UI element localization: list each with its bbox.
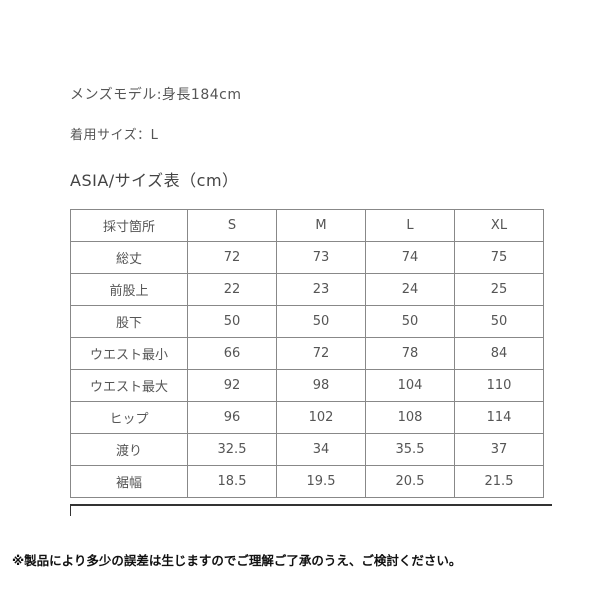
row-label-cell: ヒップ — [70, 401, 188, 434]
table-row: 総丈 72 73 74 75 — [70, 241, 544, 274]
table-header-row: 採寸箇所 S M L XL — [70, 209, 544, 242]
table-cell: 110 — [454, 369, 544, 402]
row-label-cell: ウエスト最小 — [70, 337, 188, 370]
table-header-cell: XL — [454, 209, 544, 242]
table-row: 裾幅 18.5 19.5 20.5 21.5 — [70, 465, 544, 498]
table-cell: 114 — [454, 401, 544, 434]
table-cell: 78 — [365, 337, 455, 370]
row-label-cell: 渡り — [70, 433, 188, 466]
table-header-cell: L — [365, 209, 455, 242]
table-cell: 50 — [187, 305, 277, 338]
table-cell: 96 — [187, 401, 277, 434]
disclaimer-note: ※製品により多少の誤差は生じますのでご理解ご了承のうえ、ご検討ください。 — [12, 553, 462, 568]
table-cell: 50 — [454, 305, 544, 338]
table-cell: 25 — [454, 273, 544, 306]
table-cell: 50 — [365, 305, 455, 338]
row-label-cell: 股下 — [70, 305, 188, 338]
table-cell: 24 — [365, 273, 455, 306]
size-table: 採寸箇所 S M L XL 総丈 72 73 74 75 前股上 22 23 24 25 股下 50 50 50 50… — [70, 209, 544, 498]
table-cell: 102 — [276, 401, 366, 434]
size-table-title: ASIA/サイズ表（cm） — [70, 171, 239, 190]
row-label-cell: 裾幅 — [70, 465, 188, 498]
table-cell: 19.5 — [276, 465, 366, 498]
table-cell: 23 — [276, 273, 366, 306]
table-cell: 73 — [276, 241, 366, 274]
table-cell: 35.5 — [365, 433, 455, 466]
table-header-cell: S — [187, 209, 277, 242]
table-cell: 34 — [276, 433, 366, 466]
table-cell: 66 — [187, 337, 277, 370]
table-cell: 108 — [365, 401, 455, 434]
table-row: ヒップ 96 102 108 114 — [70, 401, 544, 434]
row-label-cell: 前股上 — [70, 273, 188, 306]
table-cell: 72 — [276, 337, 366, 370]
table-row: ウエスト最大 92 98 104 110 — [70, 369, 544, 402]
table-cell: 75 — [454, 241, 544, 274]
table-cell: 74 — [365, 241, 455, 274]
table-cell: 72 — [187, 241, 277, 274]
divider-tick — [70, 504, 71, 516]
worn-size-text: 着用サイズ：L — [70, 128, 159, 143]
table-cell: 50 — [276, 305, 366, 338]
table-row: 前股上 22 23 24 25 — [70, 273, 544, 306]
table-cell: 84 — [454, 337, 544, 370]
table-cell: 32.5 — [187, 433, 277, 466]
table-cell: 20.5 — [365, 465, 455, 498]
table-header-cell: 採寸箇所 — [70, 209, 188, 242]
table-row: 渡り 32.5 34 35.5 37 — [70, 433, 544, 466]
table-cell: 18.5 — [187, 465, 277, 498]
table-cell: 98 — [276, 369, 366, 402]
divider — [70, 504, 552, 506]
table-cell: 21.5 — [454, 465, 544, 498]
table-cell: 37 — [454, 433, 544, 466]
table-header-cell: M — [276, 209, 366, 242]
table-cell: 92 — [187, 369, 277, 402]
row-label-cell: ウエスト最大 — [70, 369, 188, 402]
model-height-text: メンズモデル:身長184cm — [70, 87, 242, 103]
table-cell: 22 — [187, 273, 277, 306]
table-row: 股下 50 50 50 50 — [70, 305, 544, 338]
table-cell: 104 — [365, 369, 455, 402]
row-label-cell: 総丈 — [70, 241, 188, 274]
table-row: ウエスト最小 66 72 78 84 — [70, 337, 544, 370]
